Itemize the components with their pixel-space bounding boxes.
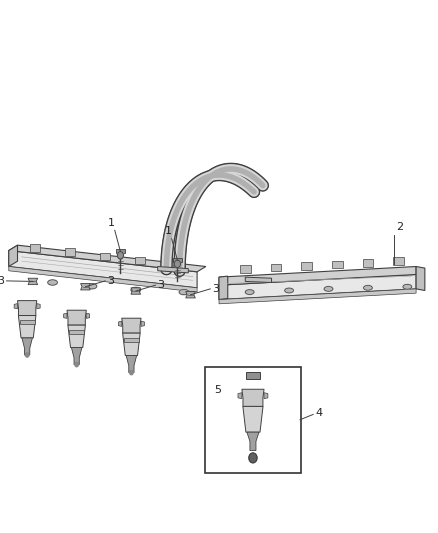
Ellipse shape [131,287,141,293]
Polygon shape [240,265,251,273]
Text: 3: 3 [107,276,114,286]
Polygon shape [118,321,122,326]
Text: 5: 5 [214,385,221,395]
Circle shape [25,353,29,357]
Polygon shape [186,292,195,298]
Polygon shape [30,244,40,252]
Polygon shape [243,406,263,432]
Polygon shape [238,393,242,399]
Ellipse shape [48,280,57,285]
Polygon shape [9,245,18,266]
Polygon shape [301,262,312,270]
Polygon shape [20,320,35,325]
Polygon shape [124,338,139,342]
Polygon shape [9,266,197,292]
Polygon shape [18,316,36,338]
Polygon shape [81,284,90,290]
Polygon shape [71,348,82,365]
Text: 3: 3 [212,284,219,294]
Polygon shape [18,301,37,316]
Polygon shape [219,289,416,304]
Polygon shape [247,432,259,450]
Polygon shape [219,276,228,300]
Polygon shape [67,310,86,325]
Polygon shape [131,288,141,294]
Polygon shape [158,266,188,273]
Polygon shape [22,338,32,355]
Polygon shape [122,318,141,333]
Ellipse shape [364,286,372,290]
Circle shape [249,453,257,463]
Polygon shape [264,393,268,399]
Text: 1: 1 [108,217,115,228]
Ellipse shape [87,284,97,289]
Text: 3: 3 [0,276,4,286]
Circle shape [75,362,78,367]
FancyBboxPatch shape [205,367,301,473]
Polygon shape [246,372,260,379]
Polygon shape [416,266,425,290]
Polygon shape [68,325,85,348]
Polygon shape [135,257,145,264]
Circle shape [117,252,124,259]
Polygon shape [242,389,264,406]
Polygon shape [141,321,145,326]
Polygon shape [126,356,137,373]
Ellipse shape [324,287,333,291]
Polygon shape [219,274,416,300]
Polygon shape [170,261,180,269]
Ellipse shape [403,285,412,289]
Ellipse shape [245,290,254,295]
Polygon shape [363,259,373,266]
Polygon shape [9,245,206,272]
Polygon shape [332,261,343,268]
Polygon shape [123,333,140,356]
Circle shape [174,260,180,268]
Polygon shape [173,258,182,262]
Polygon shape [116,249,125,253]
Polygon shape [100,253,110,260]
Polygon shape [245,277,272,282]
Polygon shape [393,257,404,265]
Polygon shape [69,330,84,334]
Ellipse shape [285,288,293,293]
Polygon shape [14,304,18,309]
Text: 4: 4 [315,408,322,418]
Polygon shape [219,266,416,285]
Polygon shape [28,278,38,285]
Polygon shape [271,264,281,271]
Ellipse shape [179,289,189,295]
Circle shape [130,370,133,375]
Text: 2: 2 [396,222,403,232]
Polygon shape [37,304,40,309]
Polygon shape [65,248,75,256]
Polygon shape [86,313,90,318]
Text: 1: 1 [165,226,172,236]
Polygon shape [64,313,67,318]
Text: 3: 3 [158,280,165,290]
Polygon shape [9,251,197,288]
